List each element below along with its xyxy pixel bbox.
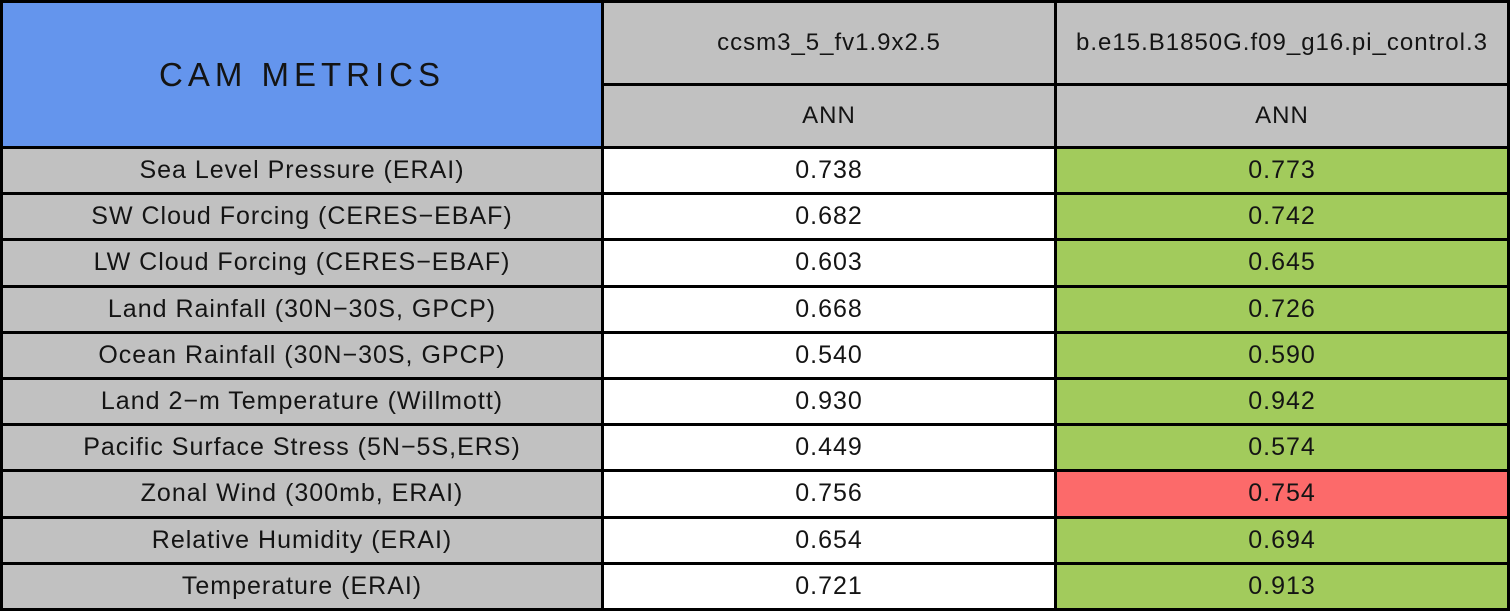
metric-label: Sea Level Pressure (ERAI) [3,149,601,193]
table-title: CAM METRICS [3,3,601,146]
metric-value-model-1: 0.449 [604,426,1054,470]
metric-value-model-2: 0.742 [1057,195,1507,239]
metric-value-model-1: 0.756 [604,472,1054,516]
metric-label: LW Cloud Forcing (CERES−EBAF) [3,241,601,285]
metric-value-model-2: 0.574 [1057,426,1507,470]
metric-value-model-1: 0.721 [604,564,1054,608]
metric-label: Land 2−m Temperature (Willmott) [3,379,601,424]
metric-value-model-1: 0.654 [604,518,1054,562]
metric-value-model-1: 0.668 [604,287,1054,331]
metric-value-model-2: 0.726 [1057,287,1507,331]
metric-label: Zonal Wind (300mb, ERAI) [3,472,601,516]
column-header-model-1: ccsm3_5_fv1.9x2.5 [604,3,1054,83]
metric-value-model-2: 0.773 [1057,149,1507,193]
metric-value-model-1: 0.682 [604,195,1054,239]
metric-value-model-2: 0.754 [1057,472,1507,516]
column-header-model-2: b.e15.B1850G.f09_g16.pi_control.3 [1057,3,1507,83]
metric-value-model-1: 0.738 [604,149,1054,193]
metric-value-model-2: 0.645 [1057,241,1507,285]
metric-label: Ocean Rainfall (30N−30S, GPCP) [3,333,601,377]
metric-value-model-2: 0.694 [1057,518,1507,562]
metric-value-model-1: 0.603 [604,241,1054,285]
metric-value-model-1: 0.540 [604,333,1054,377]
metric-label: Land Rainfall (30N−30S, GPCP) [3,287,601,331]
metric-value-model-2: 0.913 [1057,564,1507,608]
metric-label: SW Cloud Forcing (CERES−EBAF) [3,195,601,239]
metric-label: Temperature (ERAI) [3,564,601,608]
metric-value-model-2: 0.590 [1057,333,1507,377]
metric-label: Pacific Surface Stress (5N−5S,ERS) [3,426,601,470]
metric-value-model-1: 0.930 [604,379,1054,424]
column-subheader-season-1: ANN [604,86,1054,146]
column-subheader-season-2: ANN [1057,86,1507,146]
metric-value-model-2: 0.942 [1057,379,1507,424]
metric-label: Relative Humidity (ERAI) [3,518,601,562]
